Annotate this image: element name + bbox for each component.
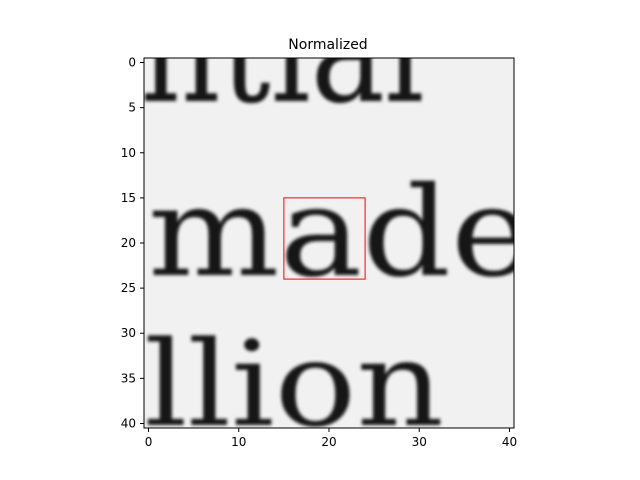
x-tick-label: 0 — [145, 435, 153, 449]
image-text-top: ntial — [140, 0, 425, 137]
y-tick-label: 15 — [121, 191, 136, 205]
x-axis: 0 10 20 30 40 — [145, 428, 517, 449]
highlight-box — [283, 197, 366, 280]
y-tick-label: 35 — [121, 371, 136, 385]
y-tick-label: 10 — [121, 146, 136, 160]
y-tick-label: 30 — [121, 326, 136, 340]
x-tick-label: 10 — [231, 435, 246, 449]
x-tick-label: 40 — [502, 435, 517, 449]
y-axis: 0 5 10 15 20 25 30 35 40 — [121, 56, 144, 430]
y-tick-label: 20 — [121, 236, 136, 250]
chart-title: Normalized — [288, 37, 367, 53]
y-tick-label: 25 — [121, 281, 136, 295]
x-tick-label: 20 — [321, 435, 336, 449]
x-tick-label: 30 — [412, 435, 427, 449]
image-text-middle: made — [148, 161, 533, 305]
image-background — [144, 58, 514, 428]
y-tick-label: 40 — [121, 416, 136, 430]
y-tick-label: 0 — [128, 56, 136, 70]
y-tick-label: 5 — [128, 101, 136, 115]
heatmap-image: ntial made llion — [140, 0, 533, 453]
image-text-bottom: llion — [144, 315, 444, 453]
